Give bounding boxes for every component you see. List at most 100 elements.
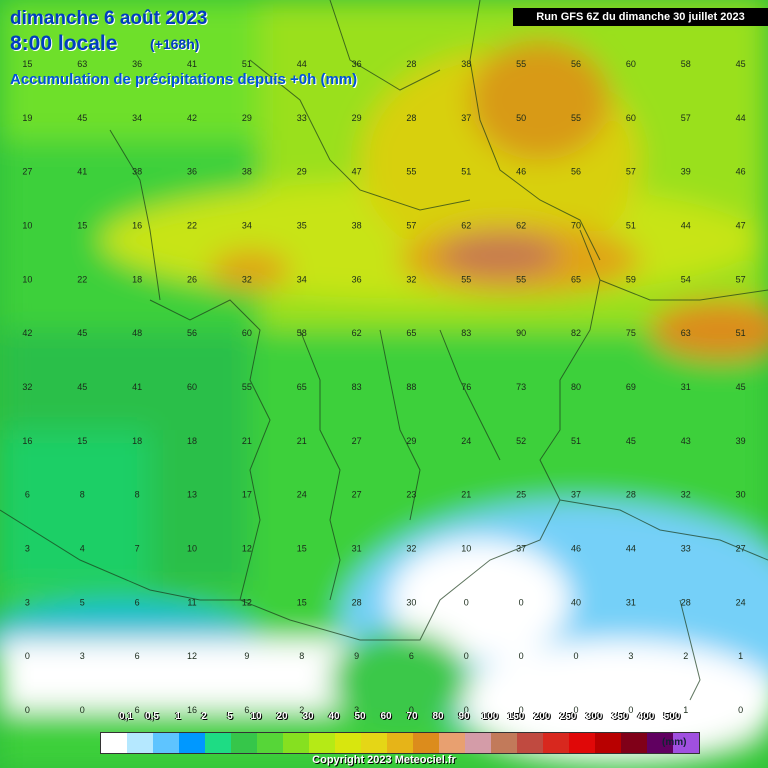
- precip-value: 27: [352, 490, 362, 500]
- precip-value: 2: [683, 651, 688, 661]
- precip-value: 3: [80, 651, 85, 661]
- precip-value: 32: [22, 382, 32, 392]
- precip-value: 21: [297, 436, 307, 446]
- precip-value: 16: [187, 705, 197, 715]
- precip-value: 15: [77, 221, 87, 231]
- legend-swatch: [205, 733, 231, 753]
- precip-value: 37: [516, 544, 526, 554]
- precip-value: 47: [352, 167, 362, 177]
- precip-value: 55: [406, 167, 416, 177]
- precip-value: 42: [22, 328, 32, 338]
- precip-value: 28: [406, 59, 416, 69]
- precip-value: 36: [187, 167, 197, 177]
- precip-value: 44: [681, 221, 691, 231]
- precip-value: 16: [22, 436, 32, 446]
- precip-value: 47: [736, 221, 746, 231]
- run-label: Run GFS 6Z du dimanche 30 juillet 2023: [513, 8, 768, 26]
- precip-value: 57: [736, 274, 746, 284]
- precip-value: 56: [187, 328, 197, 338]
- precip-value: 56: [571, 59, 581, 69]
- precip-value: 15: [77, 436, 87, 446]
- lead-time: (+168h): [150, 36, 200, 52]
- precip-value: 59: [626, 274, 636, 284]
- legend-swatch: [647, 733, 673, 753]
- precip-value: 19: [22, 113, 32, 123]
- precip-value: 6: [135, 597, 140, 607]
- legend-label: 400: [637, 711, 655, 722]
- precip-value: 55: [571, 113, 581, 123]
- legend-swatch: [621, 733, 647, 753]
- precip-value: 29: [406, 436, 416, 446]
- precip-value: 65: [571, 274, 581, 284]
- precip-value: 32: [681, 490, 691, 500]
- precip-value: 80: [571, 382, 581, 392]
- precip-value: 82: [571, 328, 581, 338]
- precip-value: 45: [77, 113, 87, 123]
- legend-label: 5: [227, 711, 233, 722]
- precip-value: 3: [354, 705, 359, 715]
- precip-value: 37: [571, 490, 581, 500]
- precip-value: 55: [242, 382, 252, 392]
- precip-value: 27: [352, 436, 362, 446]
- precip-value: 83: [461, 328, 471, 338]
- precip-value: 51: [736, 328, 746, 338]
- legend-swatch: [101, 733, 127, 753]
- precip-value: 55: [461, 274, 471, 284]
- precip-value: 55: [516, 59, 526, 69]
- precip-value: 29: [242, 113, 252, 123]
- precip-value: 34: [132, 113, 142, 123]
- precip-value: 70: [571, 221, 581, 231]
- legend-swatch: [491, 733, 517, 753]
- precip-value: 40: [571, 597, 581, 607]
- precip-value: 32: [406, 274, 416, 284]
- legend-swatch: [439, 733, 465, 753]
- legend-unit: (mm): [662, 737, 687, 748]
- precip-value: 51: [626, 221, 636, 231]
- precip-value: 13: [187, 490, 197, 500]
- precip-value: 6: [409, 651, 414, 661]
- legend-swatch: [179, 733, 205, 753]
- precip-value: 63: [77, 59, 87, 69]
- precip-value: 1: [683, 705, 688, 715]
- legend-label: 0,5: [145, 711, 159, 722]
- precip-value: 46: [736, 167, 746, 177]
- precip-value: 62: [516, 221, 526, 231]
- precip-value: 76: [461, 382, 471, 392]
- precip-value: 16: [132, 221, 142, 231]
- precip-value: 69: [626, 382, 636, 392]
- precip-value: 30: [736, 490, 746, 500]
- precip-value: 30: [406, 597, 416, 607]
- precip-value: 0: [519, 597, 524, 607]
- precip-value: 36: [132, 59, 142, 69]
- precip-value: 51: [242, 59, 252, 69]
- precip-value: 54: [681, 274, 691, 284]
- precip-value: 11: [187, 597, 196, 607]
- legend-swatch: [309, 733, 335, 753]
- legend-swatch: [361, 733, 387, 753]
- precip-value: 31: [626, 597, 636, 607]
- precip-value: 57: [406, 221, 416, 231]
- precip-value: 10: [22, 221, 32, 231]
- map-subtitle: Accumulation de précipitations depuis +0…: [10, 71, 358, 88]
- legend-swatch: [595, 733, 621, 753]
- legend-label: 300: [585, 711, 603, 722]
- precip-value: 9: [354, 651, 359, 661]
- precip-value: 57: [681, 113, 691, 123]
- precip-value: 31: [681, 382, 691, 392]
- precip-value: 18: [132, 436, 142, 446]
- precip-value: 33: [681, 544, 691, 554]
- precip-value: 22: [77, 274, 87, 284]
- precip-value: 44: [626, 544, 636, 554]
- legend-swatch: [569, 733, 595, 753]
- date-title: dimanche 6 août 2023: [10, 8, 208, 29]
- precip-value: 6: [135, 705, 140, 715]
- legend-label: 100: [481, 711, 499, 722]
- legend-label: 200: [533, 711, 551, 722]
- precip-value: 28: [681, 597, 691, 607]
- precip-value: 41: [77, 167, 87, 177]
- precip-value: 41: [132, 382, 142, 392]
- precip-value: 29: [297, 167, 307, 177]
- precip-value: 2: [299, 705, 304, 715]
- precip-value: 48: [132, 328, 142, 338]
